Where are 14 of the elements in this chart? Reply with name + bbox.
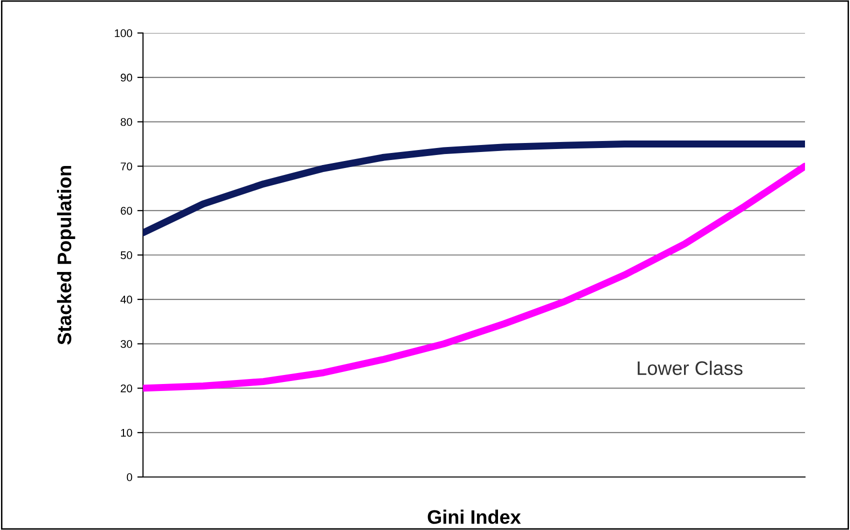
y-tick-label: 0 xyxy=(126,473,132,482)
annotation: Lower Class xyxy=(638,360,742,376)
y-tick-label: 50 xyxy=(120,251,132,260)
y-tick-label: 80 xyxy=(120,118,132,126)
y-tick-label: 20 xyxy=(120,384,132,392)
y-axis-title: Stacked Population xyxy=(57,166,76,345)
y-tick-label: 30 xyxy=(120,340,132,348)
y-tick-label: 90 xyxy=(120,74,132,82)
y-tick-label: 60 xyxy=(120,206,132,215)
y-tick-label: 10 xyxy=(121,428,132,437)
x-axis-title: Gini Index xyxy=(428,510,521,524)
y-tick-label: 70 xyxy=(120,162,132,170)
y-tick-label: 40 xyxy=(120,296,132,304)
y-tick-label: 100 xyxy=(114,29,132,38)
